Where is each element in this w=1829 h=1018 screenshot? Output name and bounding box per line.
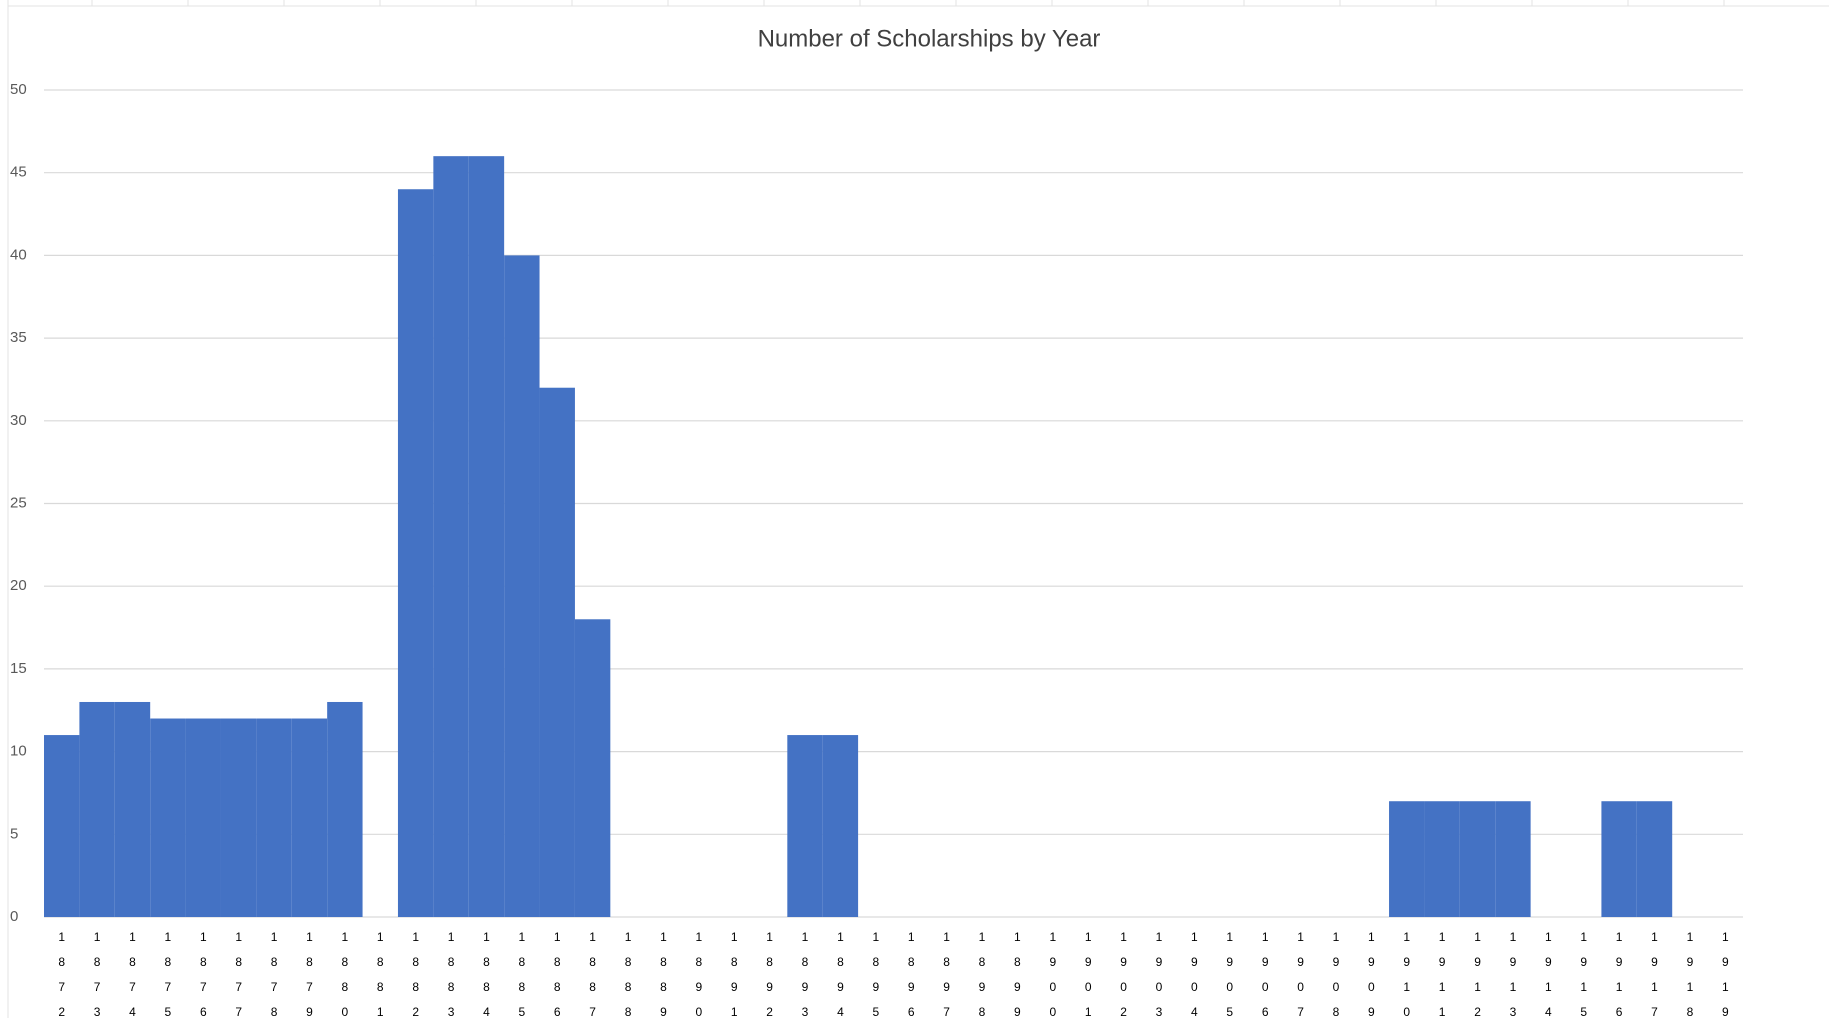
y-tick-label: 5 — [10, 825, 18, 842]
y-tick-label: 30 — [10, 412, 27, 429]
x-tick-label: 1912 — [1471, 930, 1485, 1018]
x-tick-label: 1874 — [125, 930, 139, 1018]
x-tick-label: 1879 — [302, 930, 316, 1018]
x-tick-label: 1910 — [1400, 930, 1414, 1018]
x-tick-label: 1915 — [1577, 930, 1591, 1018]
x-tick-label: 1885 — [515, 930, 529, 1018]
bar — [1424, 801, 1460, 917]
y-tick-label: 45 — [10, 164, 27, 181]
x-tick-label: 1890 — [692, 930, 706, 1018]
x-tick-label: 1891 — [727, 930, 741, 1018]
x-tick-label: 1917 — [1648, 930, 1662, 1018]
bar — [256, 718, 292, 917]
x-tick-label: 1913 — [1506, 930, 1520, 1018]
x-tick-label: 1907 — [1294, 930, 1308, 1018]
y-tick-label: 20 — [10, 577, 27, 594]
x-tick-label: 1892 — [763, 930, 777, 1018]
bar — [397, 189, 434, 918]
bar — [1636, 801, 1673, 917]
x-tick-label: 1887 — [586, 930, 600, 1018]
x-tick-label: 1897 — [940, 930, 954, 1018]
x-tick-label: 1900 — [1046, 930, 1060, 1018]
x-tick-label: 1902 — [1117, 930, 1131, 1018]
x-tick-label: 1878 — [267, 930, 281, 1018]
bar — [114, 701, 151, 917]
bar — [79, 701, 115, 917]
x-tick-label: 1899 — [1010, 930, 1024, 1018]
x-tick-label: 1901 — [1081, 930, 1095, 1018]
y-tick-label: 25 — [10, 494, 27, 511]
x-tick-label: 1909 — [1364, 930, 1378, 1018]
bar — [44, 735, 80, 917]
x-tick-label: 1873 — [90, 930, 104, 1018]
bar — [539, 387, 575, 918]
x-tick-label: 1919 — [1718, 930, 1732, 1018]
x-tick-label: 1877 — [232, 930, 246, 1018]
x-tick-label: 1894 — [833, 930, 847, 1018]
y-tick-label: 40 — [10, 246, 27, 263]
bar — [1601, 801, 1637, 917]
x-tick-label: 1896 — [904, 930, 918, 1018]
x-tick-label: 1888 — [621, 930, 635, 1018]
bar — [1389, 801, 1425, 917]
bar — [327, 701, 363, 917]
x-tick-label: 1906 — [1258, 930, 1272, 1018]
y-tick-label: 50 — [10, 81, 27, 98]
x-tick-label: 1911 — [1435, 930, 1449, 1018]
x-tick-label: 1876 — [196, 930, 210, 1018]
bar — [291, 718, 328, 917]
x-tick-label: 1893 — [798, 930, 812, 1018]
y-tick-label: 15 — [10, 660, 27, 677]
sheet-gridlines — [7, 0, 1829, 1018]
x-tick-label: 1918 — [1683, 930, 1697, 1018]
x-tick-label: 1905 — [1223, 930, 1237, 1018]
x-tick-label: 1904 — [1187, 930, 1201, 1018]
x-tick-label: 1881 — [373, 930, 387, 1018]
y-tick-label: 0 — [10, 908, 18, 925]
bar — [1495, 801, 1531, 917]
bar — [185, 718, 221, 917]
x-tick-label: 1872 — [55, 930, 69, 1018]
bar — [468, 156, 505, 917]
x-tick-label: 1914 — [1541, 930, 1555, 1018]
bar — [574, 619, 611, 917]
y-tick-label: 35 — [10, 329, 27, 346]
x-tick-label: 1908 — [1329, 930, 1343, 1018]
x-tick-label: 1882 — [409, 930, 423, 1018]
bar — [787, 735, 823, 917]
x-tick-label: 1898 — [975, 930, 989, 1018]
x-tick-label: 1895 — [869, 930, 883, 1018]
bar — [433, 156, 469, 917]
bar — [1459, 801, 1496, 917]
chart-title: Number of Scholarships by Year — [758, 25, 1101, 52]
y-tick-label: 10 — [10, 743, 27, 760]
x-tick-label: 1880 — [338, 930, 352, 1018]
x-tick-label: 1875 — [161, 930, 175, 1018]
bar — [220, 718, 257, 917]
x-tick-label: 1883 — [444, 930, 458, 1018]
x-tick-label: 1886 — [550, 930, 564, 1018]
bar — [822, 735, 859, 917]
bar — [150, 718, 186, 917]
x-tick-label: 1916 — [1612, 930, 1626, 1018]
bar — [504, 255, 540, 917]
x-tick-label: 1884 — [479, 930, 493, 1018]
x-tick-label: 1903 — [1152, 930, 1166, 1018]
x-tick-label: 1889 — [656, 930, 670, 1018]
